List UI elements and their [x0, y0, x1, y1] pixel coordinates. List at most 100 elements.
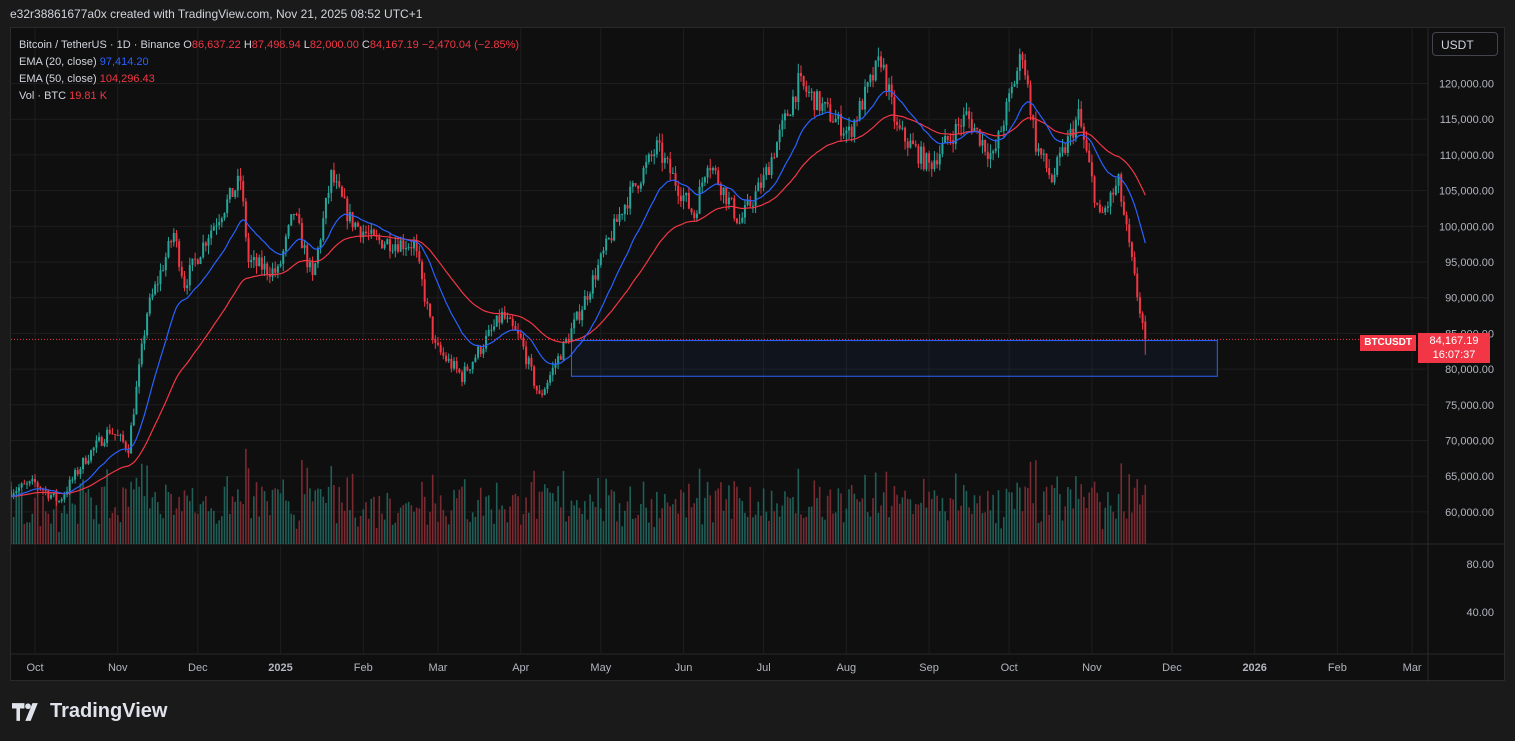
candle-body — [437, 342, 440, 345]
candle-body — [156, 283, 159, 285]
candle-body — [1141, 313, 1144, 323]
candle-body — [626, 205, 629, 209]
ema-lines — [11, 90, 1428, 497]
volume-bar — [776, 503, 778, 544]
candle-body — [1098, 204, 1101, 213]
candle-body — [834, 118, 837, 123]
volume-bar — [559, 507, 562, 544]
candle-body — [679, 195, 682, 202]
candle-body — [517, 330, 520, 334]
candle-body — [968, 111, 971, 120]
volume-bar — [215, 523, 218, 544]
volume-bar — [778, 516, 781, 544]
volume-bar — [487, 495, 490, 544]
ohlc-row: Bitcoin / TetherUS · 1D · Binance O86,63… — [19, 39, 520, 51]
volume-bar — [359, 515, 362, 544]
candle-body — [1077, 108, 1080, 120]
volume-bar — [189, 501, 191, 544]
candle-body — [445, 355, 448, 361]
close-value: 84,167.19 — [369, 39, 419, 51]
candle-body — [607, 238, 610, 240]
volume-bar — [773, 511, 776, 544]
volume-bar — [1000, 528, 1002, 544]
volume-bar — [650, 499, 653, 544]
candle-body — [535, 385, 538, 391]
ema50-line — [11, 114, 1146, 497]
candle-body — [669, 159, 672, 174]
volume-bar — [253, 496, 255, 544]
currency-unit-button[interactable]: USDT — [1432, 32, 1498, 56]
tradingview-logo[interactable]: TradingView — [12, 700, 167, 723]
candle-body — [244, 201, 247, 238]
candle-body — [55, 492, 58, 502]
volume-bar — [114, 507, 116, 544]
price-chart[interactable]: 120,000.00 115,000.00 110,000.00 105,000.00… — [11, 28, 1506, 682]
volume-bar — [543, 484, 546, 544]
volume-bar — [375, 527, 378, 544]
candle-body — [581, 309, 584, 321]
candle-body — [372, 229, 375, 235]
candle-body — [1096, 202, 1099, 205]
volume-bar — [567, 516, 570, 544]
candle-body — [629, 186, 632, 209]
candle-body — [306, 245, 309, 268]
volume-bar — [386, 492, 389, 544]
volume-bar — [79, 483, 82, 544]
volume-bar — [720, 482, 722, 544]
candle-body — [356, 222, 359, 227]
volume-bar — [901, 497, 904, 544]
y-tick-label: 70,000.00 — [1445, 436, 1494, 448]
volume-bar — [301, 460, 303, 544]
volume-bar — [816, 498, 818, 544]
candle-body — [469, 369, 472, 371]
candle-body — [300, 223, 303, 249]
candle-body — [84, 457, 87, 464]
candle-body — [749, 199, 752, 206]
volume-bar — [968, 507, 970, 544]
candle-body — [1106, 206, 1109, 208]
candle-body — [461, 372, 464, 382]
candle-body — [541, 393, 544, 395]
ema20-row[interactable]: EMA (20, close) 97,414.20 — [19, 56, 149, 68]
volume-bar — [90, 497, 92, 544]
volume-bar — [362, 509, 365, 544]
candle-body — [332, 170, 335, 183]
candle-body — [973, 127, 976, 132]
volume-bar — [904, 490, 906, 544]
candle-body — [725, 187, 728, 205]
x-tick-label: Aug — [837, 662, 857, 674]
volume-bar — [63, 505, 66, 544]
candle-body — [658, 140, 661, 143]
candle-body — [1109, 192, 1112, 207]
candle-body — [706, 167, 709, 178]
volume-bar — [407, 501, 410, 544]
candle-body — [178, 241, 181, 267]
volume-bar — [786, 496, 789, 544]
volume-bar — [287, 501, 290, 544]
candle-body — [298, 214, 301, 224]
volume-bar — [853, 493, 856, 544]
candle-body — [925, 153, 928, 170]
candle-body — [754, 191, 757, 206]
volume-bar — [60, 512, 63, 544]
candle-body — [34, 479, 37, 483]
candle-body — [87, 460, 90, 464]
y-tick-label: 100,000.00 — [1439, 221, 1494, 233]
candle-body — [391, 250, 394, 252]
candle-body — [810, 91, 813, 93]
volume-bar — [266, 501, 269, 544]
volume-bar — [1013, 508, 1016, 544]
volume-bar — [66, 513, 68, 544]
volume-bar — [693, 503, 696, 544]
chart-panel[interactable]: 120,000.00 115,000.00 110,000.00 105,000.00… — [10, 27, 1506, 682]
volume-row[interactable]: Vol · BTC 19.81 K — [19, 90, 108, 102]
candle-body — [647, 154, 650, 163]
candle-body — [1074, 119, 1077, 138]
open-value: 86,637.22 — [191, 39, 241, 51]
candle-body — [554, 364, 557, 368]
ema50-row[interactable]: EMA (50, close) 104,296.43 — [19, 73, 155, 85]
volume-bar — [725, 499, 728, 544]
symbol-title[interactable]: Bitcoin / TetherUS · 1D · Binance — [19, 39, 181, 51]
candle-body — [1138, 297, 1141, 314]
candle-body — [429, 303, 432, 317]
